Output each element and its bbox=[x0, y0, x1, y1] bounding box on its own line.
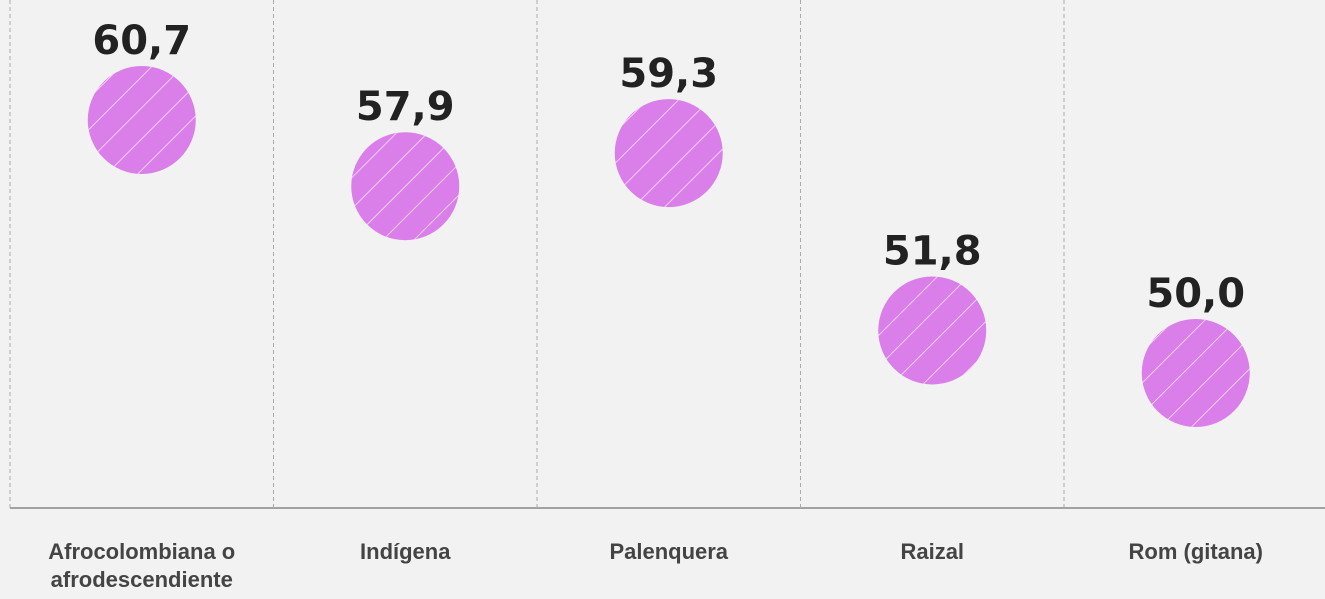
category-label: Raizal bbox=[900, 539, 965, 564]
value-label: 59,3 bbox=[619, 51, 718, 97]
value-label: 50,0 bbox=[1146, 271, 1245, 317]
value-label: 57,9 bbox=[356, 84, 455, 130]
category-label: Palenquera bbox=[609, 539, 729, 564]
value-label: 60,7 bbox=[92, 18, 191, 64]
category-label: Afrocolombiana o afrodescendiente bbox=[48, 539, 236, 592]
dot-hatch bbox=[1141, 319, 1250, 427]
category-label: Rom (gitana) bbox=[1128, 539, 1263, 564]
dot-hatch bbox=[87, 66, 196, 174]
category-label: Indígena bbox=[360, 539, 451, 564]
dot-hatch bbox=[351, 132, 460, 241]
dot-hatch bbox=[878, 276, 987, 385]
value-label: 51,8 bbox=[883, 228, 982, 274]
dot-hatch bbox=[614, 99, 723, 208]
